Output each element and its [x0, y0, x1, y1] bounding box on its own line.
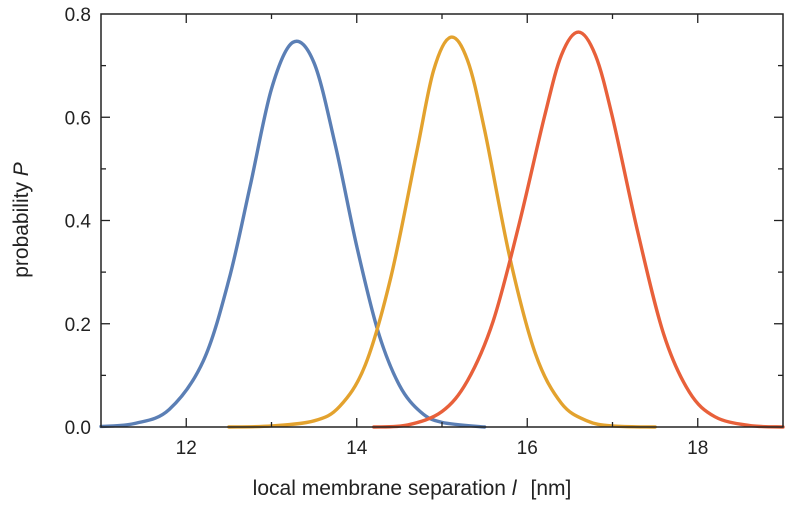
- series-line-3: [372, 30, 785, 429]
- plot-frame: [100, 13, 784, 428]
- series-layer: [99, 30, 785, 429]
- y-axis-label-text: probability: [10, 176, 33, 278]
- y-tick-label: 0.2: [65, 315, 91, 336]
- x-axis-label-symbol: l: [512, 477, 518, 500]
- y-tick-label: 0.0: [65, 418, 91, 439]
- series-line-1: [99, 39, 487, 429]
- x-tick-label: 12: [176, 438, 197, 459]
- y-axis-label: probability P: [10, 162, 33, 278]
- y-tick-label: 0.6: [65, 108, 91, 129]
- y-tick-label: 0.4: [65, 212, 92, 233]
- x-tick-label: 16: [517, 438, 538, 459]
- y-tick-label: 0.8: [65, 5, 91, 26]
- x-axis-label: local membrane separation l [nm]: [253, 477, 572, 500]
- x-tick-label: 14: [346, 438, 368, 459]
- x-tick-label: 18: [687, 438, 708, 459]
- ticks-layer: [101, 14, 783, 427]
- y-axis-label-symbol: P: [10, 162, 33, 176]
- x-axis-label-unit: [nm]: [530, 477, 571, 500]
- series-line-2: [227, 35, 657, 429]
- x-axis-label-text: local membrane separation: [253, 477, 512, 500]
- labels-layer: 12 14 16 18 0.0 0.2 0.4 0.6 0.8: [65, 5, 709, 459]
